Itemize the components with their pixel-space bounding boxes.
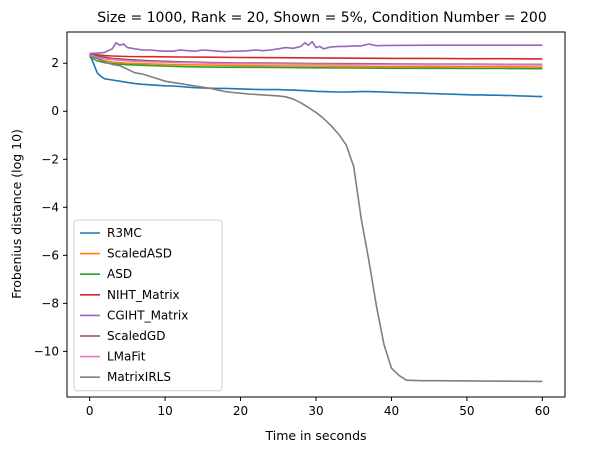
y-axis: −10 −8 −6 −4 −2 0 2 xyxy=(34,56,67,358)
x-axis-label: Time in seconds xyxy=(264,428,366,443)
series-line-3 xyxy=(89,52,543,60)
x-axis: 0 10 20 30 40 50 60 xyxy=(86,397,550,418)
y-tick-label-4: −2 xyxy=(41,152,59,166)
y-tick-label-3: −4 xyxy=(41,200,59,214)
legend-frame xyxy=(73,219,223,392)
legend-entry-5: ScaledGD xyxy=(107,329,165,343)
legend: R3MC ScaledASD ASD NIHT_Matrix CGIHT_Matrix S… xyxy=(73,219,223,392)
legend-entry-2: ASD xyxy=(107,267,132,281)
y-tick-label-2: −6 xyxy=(41,248,59,262)
x-tick-label-0: 0 xyxy=(86,404,94,418)
legend-entry-7: MatrixIRLS xyxy=(107,370,171,384)
x-tick-label-4: 40 xyxy=(384,404,399,418)
y-tick-label-0: −10 xyxy=(34,344,59,358)
plot-area xyxy=(88,40,543,383)
series-line-6 xyxy=(89,54,543,66)
x-tick-label-2: 20 xyxy=(233,404,248,418)
y-axis-label: Frobenius distance (log 10) xyxy=(9,129,24,299)
y-tick-label-6: 2 xyxy=(51,56,59,70)
legend-entry-0: R3MC xyxy=(107,226,142,240)
y-tick-label-1: −8 xyxy=(41,296,59,310)
x-tick-label-6: 60 xyxy=(535,404,550,418)
legend-entry-1: ScaledASD xyxy=(107,247,172,261)
x-tick-label-1: 10 xyxy=(157,404,172,418)
x-tick-label-5: 50 xyxy=(459,404,474,418)
series-line-1 xyxy=(89,55,543,68)
x-tick-label-3: 30 xyxy=(308,404,323,418)
legend-entry-3: NIHT_Matrix xyxy=(107,288,180,302)
chart-title: Size = 1000, Rank = 20, Shown = 5%, Cond… xyxy=(97,10,546,26)
series-line-4 xyxy=(89,40,543,55)
legend-entry-6: LMaFit xyxy=(107,350,146,364)
series-line-0 xyxy=(88,54,543,98)
series-line-7 xyxy=(89,55,543,383)
y-tick-label-5: 0 xyxy=(51,104,59,118)
legend-entry-4: CGIHT_Matrix xyxy=(107,308,188,322)
